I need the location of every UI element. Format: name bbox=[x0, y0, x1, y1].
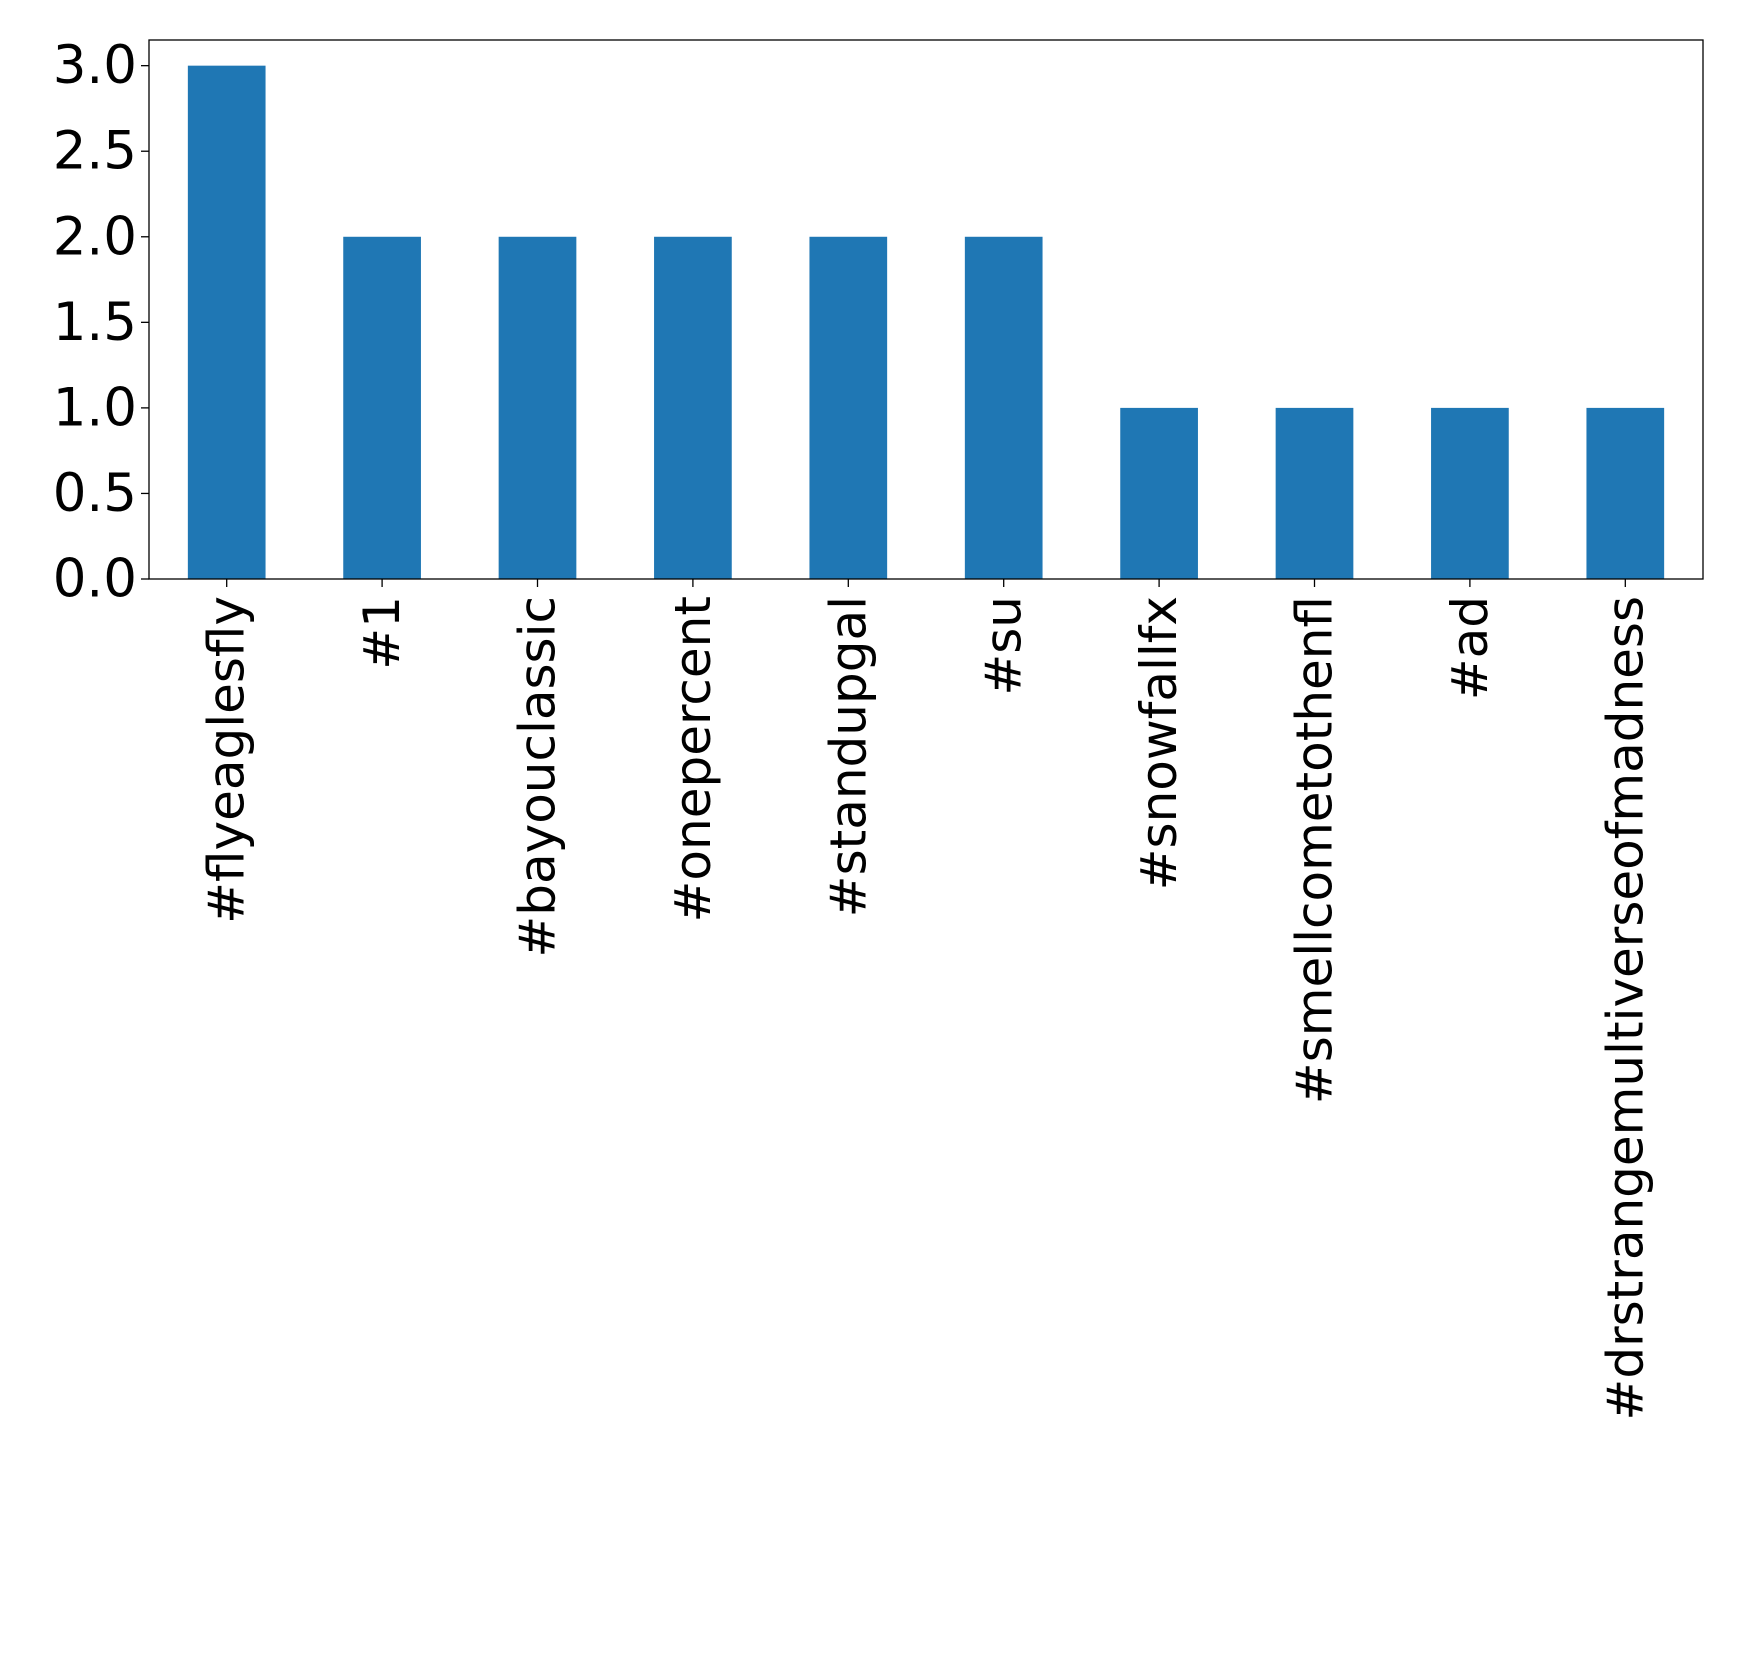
bars-group bbox=[187, 65, 1665, 579]
y-tick-label: 2.0 bbox=[53, 206, 137, 267]
bar bbox=[964, 236, 1043, 579]
bar bbox=[654, 236, 732, 579]
x-tick-label: #smellcometothenfl bbox=[1286, 596, 1344, 1104]
y-tick-label: 0.5 bbox=[53, 463, 137, 524]
x-tick-label: #flyeaglesfly bbox=[198, 596, 256, 924]
bar bbox=[1120, 407, 1198, 579]
y-tick-label: 3.0 bbox=[53, 35, 137, 96]
x-tick-label: #snowfallfx bbox=[1130, 596, 1188, 890]
x-tick-label: #bayouclassic bbox=[509, 596, 567, 958]
y-tick-label: 1.0 bbox=[53, 377, 137, 438]
bar bbox=[1431, 407, 1509, 579]
y-tick-label: 1.5 bbox=[53, 292, 137, 353]
bar bbox=[498, 236, 577, 579]
bar bbox=[187, 65, 266, 579]
bar bbox=[1586, 407, 1665, 579]
bar bbox=[343, 236, 421, 579]
y-tick-label: 0.0 bbox=[53, 549, 137, 610]
y-tick-label: 2.5 bbox=[53, 121, 137, 182]
x-tick-label: #ad bbox=[1441, 596, 1499, 700]
x-tick-label: #1 bbox=[353, 596, 411, 670]
bar bbox=[1275, 407, 1354, 579]
bar bbox=[809, 236, 888, 579]
x-tick-label: #standupgal bbox=[819, 596, 877, 917]
y-axis: 0.0 0.5 1.0 1.5 2.0 2.5 3.0 bbox=[53, 35, 149, 610]
x-tick-label: #su bbox=[975, 596, 1033, 696]
plot-frame bbox=[148, 39, 1704, 580]
x-tick-label: #drstrangemultiverseofmadness bbox=[1596, 596, 1654, 1421]
x-tick-label: #onepercent bbox=[664, 596, 722, 922]
x-axis: #flyeaglesfly #1 #bayouclassic #onepercent #… bbox=[198, 579, 1654, 1421]
